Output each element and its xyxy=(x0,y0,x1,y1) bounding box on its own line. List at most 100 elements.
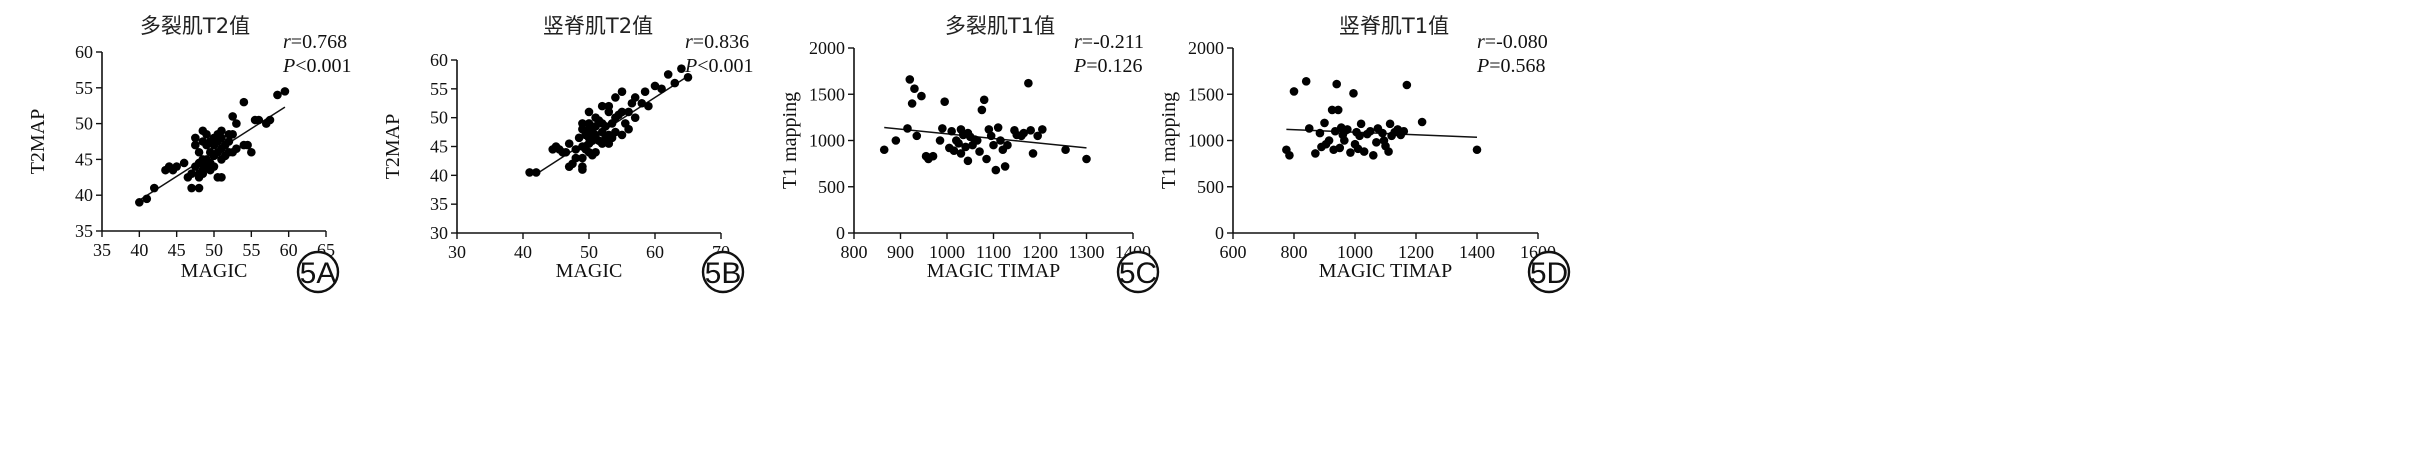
data-point xyxy=(571,153,581,163)
data-point xyxy=(578,153,587,163)
data-point xyxy=(217,126,226,136)
x-axis-label: MAGIC TIMAP xyxy=(927,260,1061,282)
r-statistic: r=-0.080 xyxy=(1477,31,1548,53)
data-point xyxy=(179,158,189,168)
data-point xyxy=(977,105,987,115)
data-point xyxy=(280,87,290,96)
panel-badge-circle xyxy=(1527,250,1571,294)
x-axis-label: MAGIC xyxy=(556,260,623,282)
data-point xyxy=(663,70,673,79)
data-point xyxy=(984,125,994,134)
panel-badge-circle xyxy=(296,250,340,294)
data-point xyxy=(1384,147,1393,156)
data-point xyxy=(1340,136,1349,145)
data-point xyxy=(1399,126,1409,136)
chart-title: 多裂肌T1值 xyxy=(945,14,1055,38)
data-point xyxy=(1346,148,1355,157)
data-point xyxy=(1289,87,1299,96)
data-point xyxy=(604,101,614,111)
p-statistic: P=0.126 xyxy=(1073,55,1143,77)
data-point xyxy=(903,124,912,133)
data-point xyxy=(232,144,241,153)
scatter-chart-5B: 竖脊肌T2值304050607030354045505560MAGICT2MAP… xyxy=(382,14,754,294)
data-point xyxy=(1359,147,1369,156)
data-point xyxy=(637,98,647,108)
panel-badge-label: 5A xyxy=(300,257,337,290)
chart-title: 竖脊肌T2值 xyxy=(543,14,653,38)
x-tick-label: 800 xyxy=(841,242,868,262)
data-point xyxy=(149,183,159,193)
data-point xyxy=(1301,77,1311,86)
data-point xyxy=(232,119,241,128)
x-tick-label: 1300 xyxy=(1069,242,1105,262)
data-point xyxy=(571,145,581,154)
x-axis-label: MAGIC TIMAP xyxy=(1319,260,1453,282)
data-point xyxy=(1369,151,1378,160)
data-point xyxy=(650,81,660,91)
data-point xyxy=(191,140,200,150)
data-point xyxy=(1378,128,1387,138)
data-point xyxy=(601,122,610,131)
data-point xyxy=(1385,119,1395,129)
panel-5B: 竖脊肌T2值304050607030354045505560MAGICT2MAP… xyxy=(382,0,1007,459)
data-point xyxy=(949,146,959,155)
data-point xyxy=(954,138,963,148)
y-tick-label: 35 xyxy=(75,221,93,241)
x-tick-label: 1200 xyxy=(1398,242,1434,262)
data-point xyxy=(187,183,196,193)
y-tick-label: 35 xyxy=(430,194,448,214)
data-point xyxy=(1417,117,1427,127)
data-point xyxy=(677,64,686,73)
data-point xyxy=(578,119,587,128)
y-axis-label: T2MAP xyxy=(382,114,404,180)
data-point xyxy=(891,136,901,145)
chart-title: 竖脊肌T1值 xyxy=(1339,14,1449,38)
data-point xyxy=(217,173,226,182)
x-tick-label: 800 xyxy=(1281,242,1308,262)
y-tick-label: 1500 xyxy=(1188,84,1224,104)
data-point xyxy=(1019,128,1029,138)
r-statistic: r=0.836 xyxy=(685,31,749,53)
data-point xyxy=(187,169,196,179)
data-point xyxy=(938,124,947,133)
p-statistic: P<0.001 xyxy=(282,55,352,77)
x-tick-label: 1000 xyxy=(929,242,965,262)
data-point xyxy=(239,97,249,107)
data-point xyxy=(1028,149,1038,158)
data-point xyxy=(935,136,945,145)
y-tick-label: 500 xyxy=(818,177,845,197)
y-tick-label: 55 xyxy=(430,79,448,99)
y-tick-label: 500 xyxy=(1197,177,1224,197)
data-point xyxy=(1472,145,1482,155)
data-point xyxy=(273,90,282,100)
data-point xyxy=(996,136,1005,145)
data-point xyxy=(1356,119,1366,129)
x-tick-label: 900 xyxy=(887,242,914,262)
data-point xyxy=(172,162,181,171)
data-point xyxy=(917,91,926,101)
y-tick-label: 50 xyxy=(75,114,93,134)
r-statistic: r=0.768 xyxy=(283,31,347,53)
data-point xyxy=(1355,131,1364,141)
data-point xyxy=(1372,138,1381,147)
x-tick-label: 1400 xyxy=(1459,242,1495,262)
data-point xyxy=(1304,124,1314,133)
data-point xyxy=(1038,125,1047,134)
panel-badge-circle xyxy=(1116,250,1160,294)
data-point xyxy=(1343,125,1352,134)
r-statistic: r=-0.211 xyxy=(1074,31,1144,53)
data-point xyxy=(630,113,640,122)
data-point xyxy=(879,145,889,155)
data-point xyxy=(1003,140,1012,150)
panel-5C: 多裂肌T1值8009001000110012001300140005001000… xyxy=(779,0,1408,459)
x-tick-label: 55 xyxy=(242,240,260,260)
y-tick-label: 60 xyxy=(430,50,448,70)
x-tick-label: 40 xyxy=(130,240,148,260)
y-tick-label: 2000 xyxy=(1188,38,1224,58)
regression-line xyxy=(884,126,1087,149)
panel-badge-label: 5C xyxy=(1119,257,1157,290)
y-tick-label: 2000 xyxy=(809,38,845,58)
data-point xyxy=(1033,131,1042,141)
y-tick-label: 55 xyxy=(75,78,93,98)
